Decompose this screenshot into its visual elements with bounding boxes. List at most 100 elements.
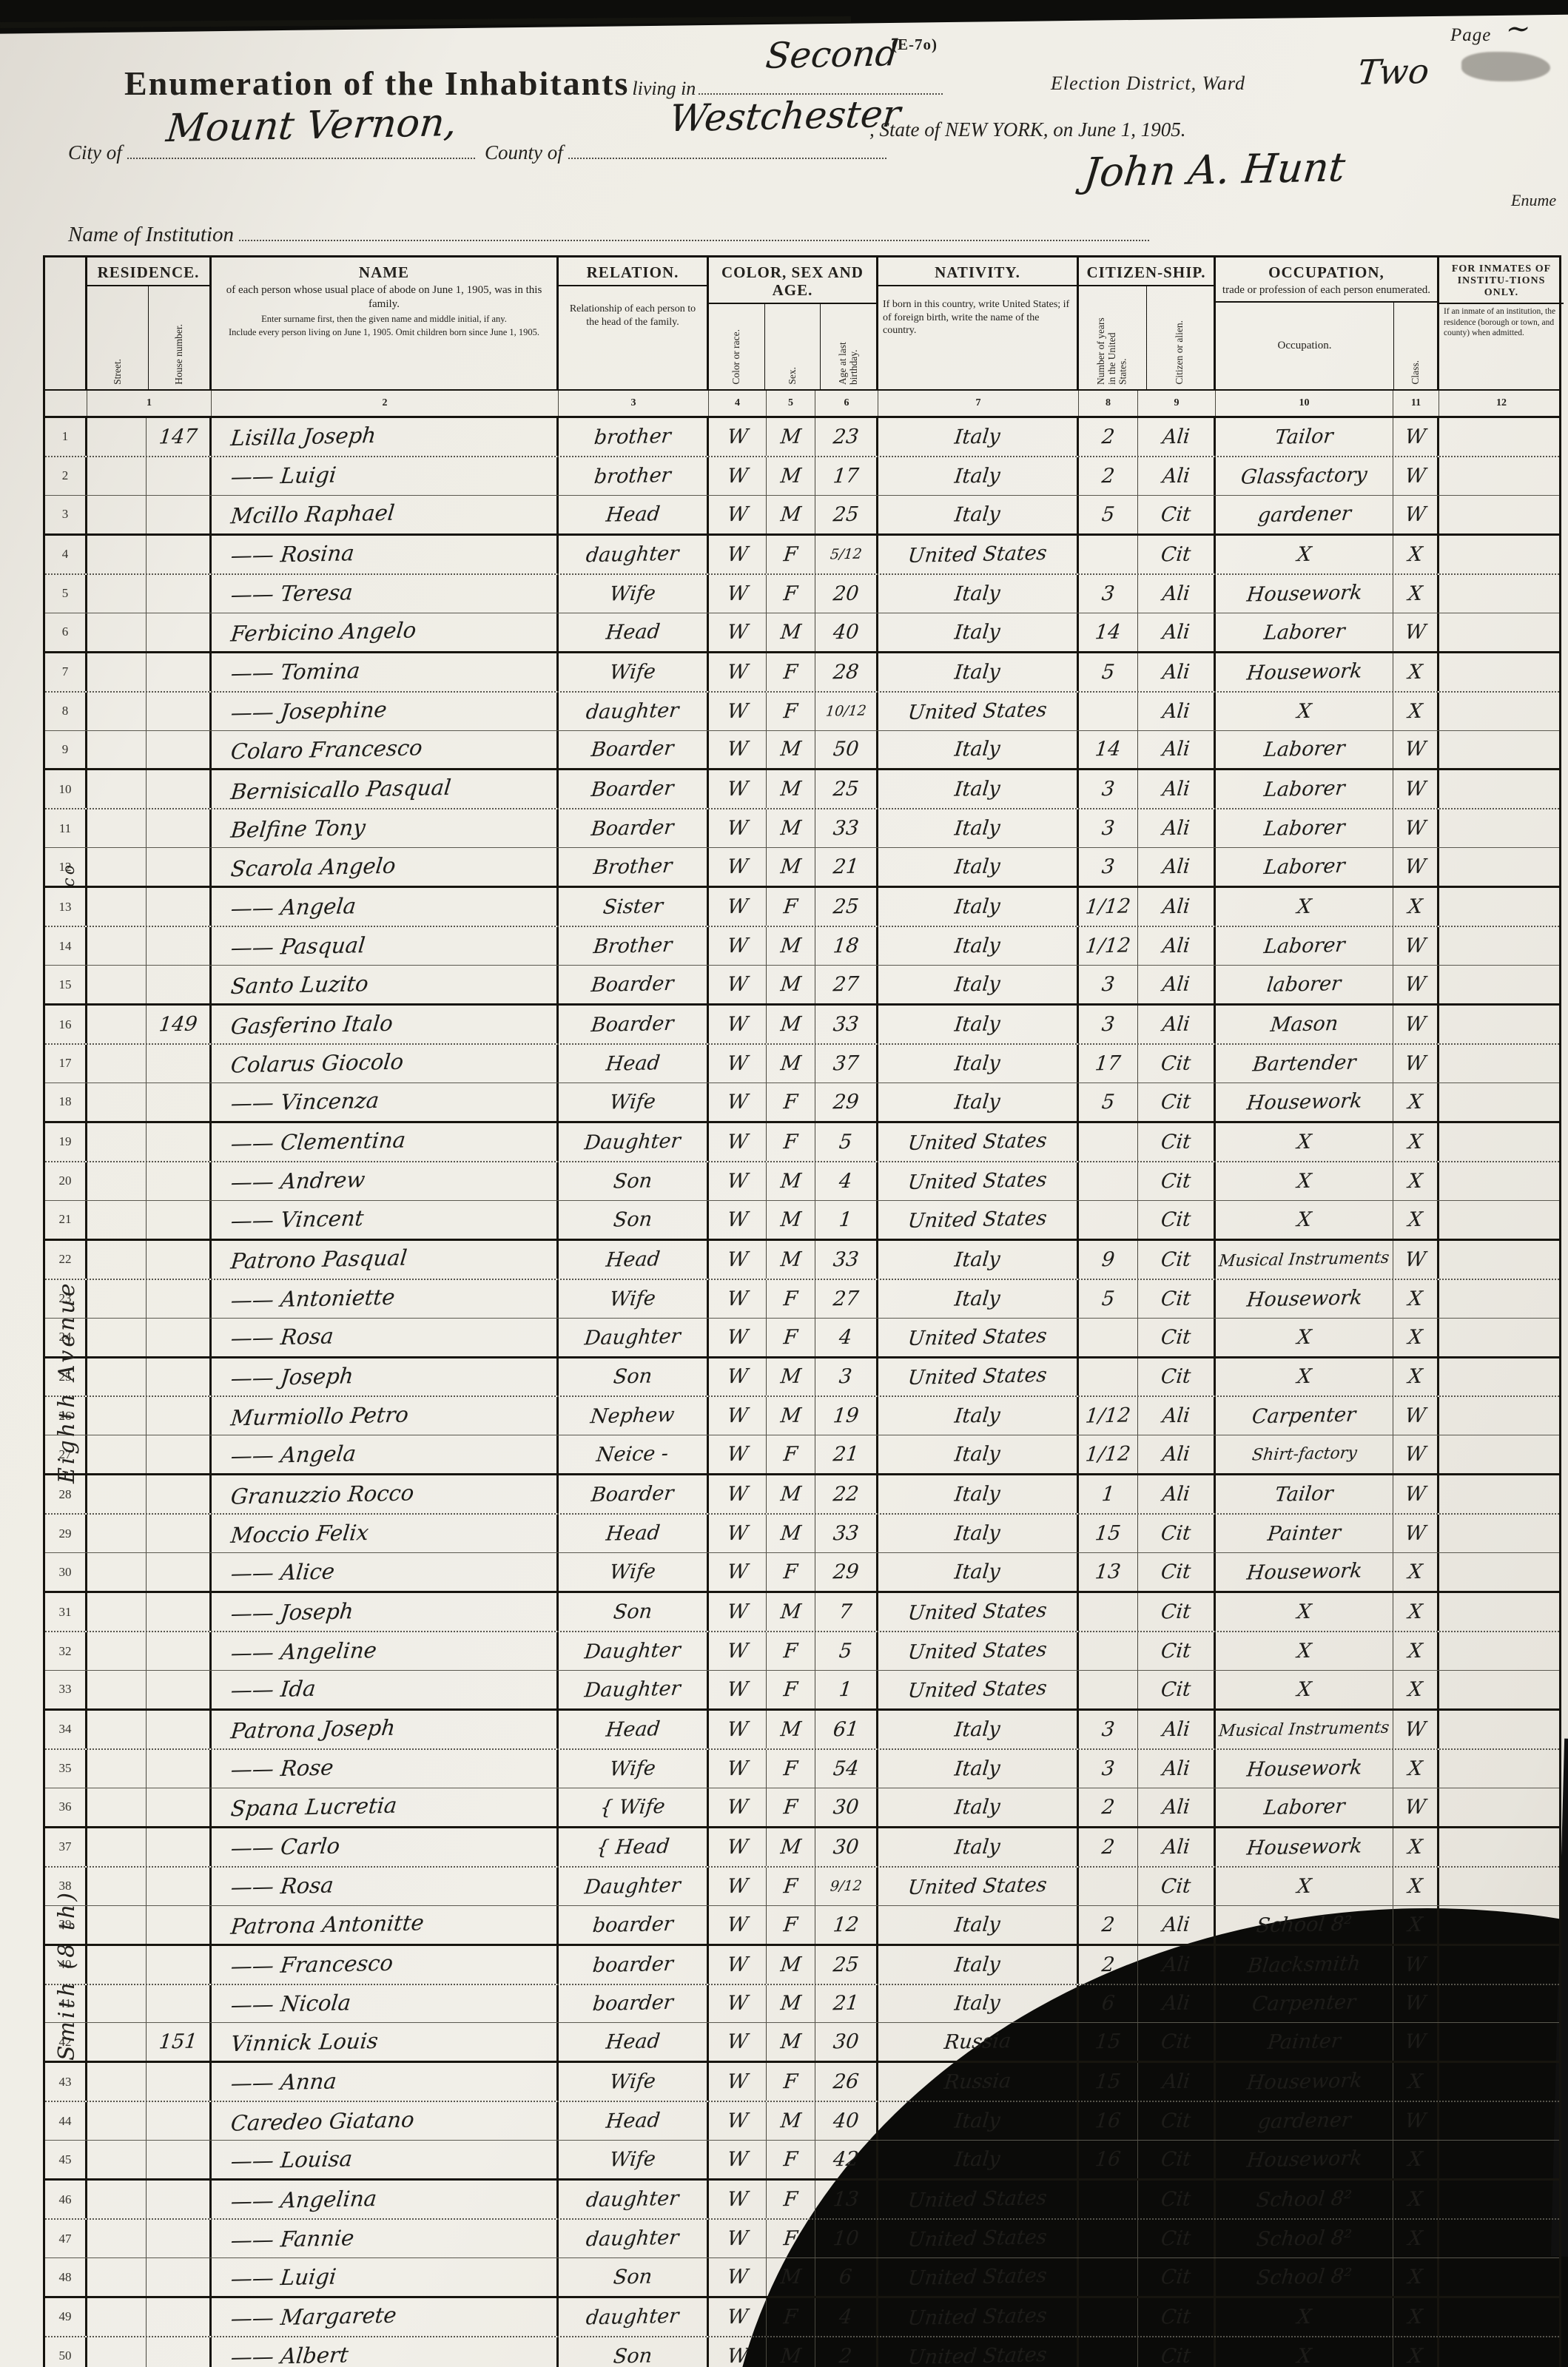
street [87,653,147,691]
table-row-33: 33 —— Ida Daughter W F 1 United States Cit X X [45,1671,1559,1711]
citizen-or-alien-value: Cit [1160,1521,1192,1546]
class-value: W [1404,2109,1427,2133]
nativity-value: Italy [953,1051,1002,1076]
occupation: Musical Instruments [1216,1240,1393,1279]
house-number: 147 [147,418,212,456]
relation-value: daughter [585,2226,681,2252]
table-row-41: 41 —— Nicola boarder W M 21 Italy 6 Ali Carpenter… [45,1984,1559,2024]
color-value: W [726,2265,749,2289]
table-row-36: 36 Spana Lucretia { Wife W F 30 Italy 2 Ali Labor… [45,1788,1559,1828]
class-value: X [1407,1287,1424,1310]
name-value: —— Luigi [229,462,337,490]
name: —— Rose [212,1749,559,1788]
class-value: X [1407,1757,1424,1781]
occupation-value: Laborer [1262,619,1346,644]
relation: Wife [559,1749,709,1788]
house-number [147,2220,212,2258]
color-value: W [726,2070,749,2094]
color-value: W [726,464,749,488]
occupation-value: Housework [1245,1559,1363,1585]
occupation-value: X [1296,1874,1313,1898]
age: 5/12 [815,535,878,573]
color-value: W [726,2305,749,2329]
sex: M [767,1984,815,2023]
street-label-fragment: co [60,862,78,887]
relation: Boarder [559,966,709,1004]
name: —— Angelina [212,2181,559,2219]
occupation-value: laborer [1265,972,1343,997]
sex-value: M [779,2030,802,2054]
row-number: 30 [45,1553,87,1592]
name-value: —— Carlo [229,1833,342,1861]
occupation-value: Painter [1266,2030,1342,2055]
color-value: W [726,778,749,801]
table-row-31: 31 —— Joseph Son W M 7 United States Cit X X [45,1593,1559,1633]
citizen-or-alien: Cit [1138,2258,1216,2296]
age: 40 [815,2102,878,2141]
house-number [147,1240,212,1279]
house-number [147,2298,212,2336]
inmates-note [1439,1083,1564,1121]
age: 33 [815,1240,878,1279]
years-in-us: 6 [1079,1984,1138,2023]
color-value: W [726,620,749,644]
class: X [1393,653,1439,691]
inmates-note [1439,1241,1564,1279]
relation: Wife [559,1553,709,1592]
ink-smudge [1461,52,1550,81]
class: X [1393,2181,1439,2219]
color: W [709,2181,767,2219]
age: 2 [815,2337,878,2367]
age-value: 54 [832,1757,860,1781]
row-number: 46 [45,2181,87,2219]
age: 33 [815,1515,878,1553]
class: X [1393,1905,1439,1944]
color: W [709,1867,767,1905]
class-value: W [1404,1521,1427,1546]
sex-value: F [782,895,799,919]
relation-value: Neice - [595,1442,670,1467]
nativity-value: Italy [953,1835,1002,1859]
table-row-34: 34 Patrona Joseph Head W M 61 Italy 3 Ali Musical… [45,1710,1559,1750]
institution-label: Name of Institution [68,218,1150,247]
age-value: 23 [832,425,860,449]
occupation-value: School 8² [1255,2226,1353,2252]
nativity-value: Italy [953,1912,1002,1937]
class: W [1393,966,1439,1004]
citizen-or-alien-value: Cit [1160,1600,1192,1624]
citizen-or-alien: Cit [1138,2298,1216,2336]
class-value: X [1407,1639,1424,1663]
color-value: W [726,1953,749,1976]
citizen-or-alien-value: Ali [1161,1795,1191,1819]
table-row-12: 12 Scarola Angelo Brother W M 21 Italy 3 Ali Labo… [45,848,1559,889]
class: W [1393,1397,1439,1435]
row-number: 1 [45,418,87,456]
occupation: School 8² [1216,1905,1393,1944]
class-value: W [1404,502,1427,527]
citizen-or-alien-value: Cit [1160,502,1192,527]
table-row-38: 38 —— Rosa Daughter W F 9/12 United States Cit X… [45,1867,1559,1906]
row-number: 18 [45,1083,87,1121]
color-value: W [726,1287,749,1310]
header-age: Age at last birthday. [836,342,859,385]
street [87,1632,147,1670]
street [87,457,147,495]
house-number [147,770,212,809]
occupation-value: Mason [1269,1012,1339,1037]
age: 33 [815,809,878,848]
row-number: 10 [45,770,87,809]
table-row-25: 25 —— Joseph Son W M 3 United States Cit X X [45,1358,1559,1398]
name: Santo Luzito [212,966,559,1004]
nativity: Italy [878,1475,1079,1514]
sex: M [767,1397,815,1435]
citizen-or-alien-value: Ali [1161,620,1191,644]
name: —— Joseph [212,1358,559,1396]
name-value: Patrona Antonitte [229,1910,425,1939]
class: X [1393,1593,1439,1632]
row-number: 8 [45,692,87,730]
name: —— Tomina [212,653,559,691]
citizen-or-alien-value: Ali [1161,895,1191,919]
years-in-us-value: 1/12 [1084,1404,1132,1429]
house-number [147,1905,212,1944]
street [87,1828,147,1866]
